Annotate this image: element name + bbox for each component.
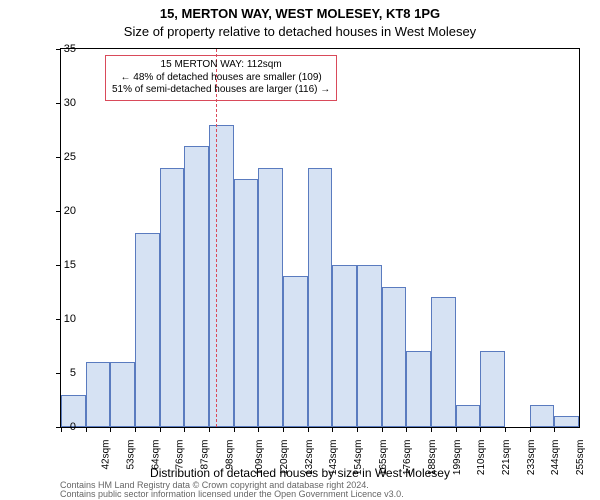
x-tick-mark bbox=[357, 427, 358, 432]
y-tick-label: 10 bbox=[46, 313, 76, 325]
x-tick-label: 98sqm bbox=[224, 440, 235, 470]
footer-line2: Contains public sector information licen… bbox=[60, 490, 404, 499]
page-title-address: 15, MERTON WAY, WEST MOLESEY, KT8 1PG bbox=[0, 6, 600, 21]
x-tick-mark bbox=[209, 427, 210, 432]
histogram-bar bbox=[332, 265, 357, 427]
x-tick-label: 42sqm bbox=[101, 440, 112, 470]
x-tick-mark bbox=[456, 427, 457, 432]
x-tick-mark bbox=[431, 427, 432, 432]
footer-attribution: Contains HM Land Registry data © Crown c… bbox=[60, 481, 404, 500]
histogram-bar bbox=[308, 168, 333, 427]
x-tick-label: 53sqm bbox=[126, 440, 137, 470]
histogram-bar bbox=[209, 125, 234, 427]
x-axis-label: Distribution of detached houses by size … bbox=[0, 466, 600, 480]
annotation-box: 15 MERTON WAY: 112sqm← 48% of detached h… bbox=[105, 55, 337, 101]
x-tick-mark bbox=[530, 427, 531, 432]
y-tick-label: 20 bbox=[46, 205, 76, 217]
x-tick-mark bbox=[135, 427, 136, 432]
y-tick-label: 0 bbox=[46, 421, 76, 433]
x-tick-mark bbox=[160, 427, 161, 432]
page-title-subtitle: Size of property relative to detached ho… bbox=[0, 24, 600, 39]
histogram-bar bbox=[86, 362, 111, 427]
x-tick-mark bbox=[382, 427, 383, 432]
histogram-bar bbox=[160, 168, 185, 427]
x-tick-label: 87sqm bbox=[200, 440, 211, 470]
histogram-bar bbox=[283, 276, 308, 427]
histogram-bar bbox=[530, 405, 555, 427]
y-tick-label: 35 bbox=[46, 43, 76, 55]
histogram-bar bbox=[234, 179, 259, 427]
x-tick-mark bbox=[283, 427, 284, 432]
x-tick-mark bbox=[406, 427, 407, 432]
reference-line bbox=[216, 49, 217, 427]
histogram-bar bbox=[406, 351, 431, 427]
histogram-bar bbox=[554, 416, 579, 427]
x-tick-mark bbox=[110, 427, 111, 432]
x-tick-mark bbox=[258, 427, 259, 432]
histogram-bar bbox=[110, 362, 135, 427]
histogram-bar bbox=[456, 405, 481, 427]
y-tick-label: 5 bbox=[46, 367, 76, 379]
x-tick-mark bbox=[332, 427, 333, 432]
annotation-line2: ← 48% of detached houses are smaller (10… bbox=[112, 72, 330, 85]
histogram-bar bbox=[135, 233, 160, 427]
x-tick-label: 64sqm bbox=[150, 440, 161, 470]
x-tick-mark bbox=[554, 427, 555, 432]
histogram-bar bbox=[382, 287, 407, 427]
x-tick-mark bbox=[505, 427, 506, 432]
histogram-bar bbox=[184, 146, 209, 427]
x-tick-mark bbox=[480, 427, 481, 432]
histogram-bar bbox=[258, 168, 283, 427]
x-tick-mark bbox=[234, 427, 235, 432]
y-tick-label: 30 bbox=[46, 97, 76, 109]
y-tick-label: 25 bbox=[46, 151, 76, 163]
x-tick-label: 76sqm bbox=[175, 440, 186, 470]
histogram-bar bbox=[480, 351, 505, 427]
x-tick-mark bbox=[184, 427, 185, 432]
y-tick-label: 15 bbox=[46, 259, 76, 271]
histogram-bar bbox=[357, 265, 382, 427]
histogram-bar bbox=[431, 297, 456, 427]
x-tick-mark bbox=[86, 427, 87, 432]
annotation-line3: 51% of semi-detached houses are larger (… bbox=[112, 84, 330, 97]
annotation-line1: 15 MERTON WAY: 112sqm bbox=[112, 59, 330, 72]
x-tick-mark bbox=[308, 427, 309, 432]
histogram-plot-area: 42sqm53sqm64sqm76sqm87sqm98sqm109sqm120s… bbox=[60, 48, 580, 428]
